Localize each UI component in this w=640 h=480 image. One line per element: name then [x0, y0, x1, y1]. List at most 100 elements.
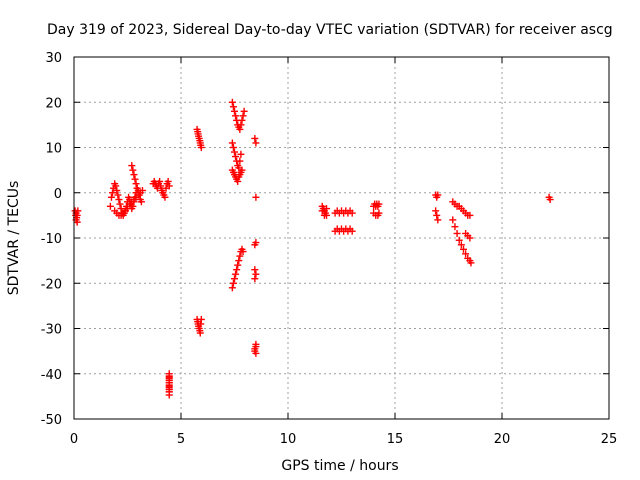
data-point	[252, 239, 260, 247]
data-point	[451, 223, 459, 231]
grid	[74, 57, 609, 419]
data-point	[231, 107, 238, 115]
data-point	[236, 125, 244, 133]
y-tick-label: -10	[41, 232, 62, 247]
data-point	[457, 241, 465, 249]
data-point	[229, 144, 237, 151]
data-point	[229, 279, 237, 287]
data-point	[117, 205, 125, 213]
data-point	[133, 184, 141, 192]
data-points	[71, 98, 554, 399]
data-point	[197, 144, 205, 151]
data-point	[74, 207, 82, 215]
y-tick-label: -20	[41, 277, 62, 292]
data-point	[459, 245, 467, 253]
data-point	[114, 191, 122, 199]
data-point	[375, 200, 383, 208]
data-point	[130, 171, 138, 179]
data-point	[236, 157, 244, 165]
data-point	[197, 315, 205, 323]
data-point	[234, 177, 242, 185]
data-point	[432, 207, 440, 215]
y-tick-label: 20	[45, 96, 62, 111]
data-point	[251, 134, 259, 142]
chart-title: Day 319 of 2023, Sidereal Day-to-day VTE…	[47, 22, 613, 38]
y-tick-label: 30	[45, 51, 62, 66]
data-point	[467, 259, 475, 267]
data-point	[113, 186, 121, 194]
data-point	[138, 186, 146, 194]
data-point	[239, 112, 247, 120]
x-tick-label: 20	[494, 432, 511, 447]
data-point	[453, 229, 461, 237]
data-point	[234, 261, 242, 269]
data-point	[165, 182, 173, 190]
axis-ticks: 0 5 10 15 20 25 30 20 10 0 -10 -20 -30 -40 -50	[41, 51, 618, 447]
data-point	[131, 175, 139, 183]
data-point	[235, 257, 243, 265]
y-tick-label: -30	[41, 323, 62, 338]
data-point	[433, 211, 441, 219]
data-point	[156, 177, 164, 185]
data-point	[251, 275, 259, 283]
plot-frame	[73, 56, 610, 420]
y-tick-label: -50	[41, 413, 62, 428]
data-point	[237, 150, 245, 158]
data-point	[462, 250, 470, 258]
data-point	[115, 196, 123, 204]
data-point	[164, 177, 172, 185]
data-point	[434, 216, 442, 224]
data-point	[240, 107, 248, 115]
data-point	[137, 198, 145, 206]
data-point	[116, 200, 124, 208]
data-point	[238, 166, 246, 174]
y-tick-label: -40	[41, 368, 62, 383]
data-point	[238, 116, 246, 124]
data-point	[196, 329, 204, 337]
data-point	[129, 166, 137, 174]
data-point	[252, 193, 260, 201]
data-point	[232, 270, 240, 278]
data-point	[233, 266, 241, 274]
data-point	[375, 209, 383, 217]
data-point	[237, 121, 245, 129]
data-point	[161, 193, 169, 201]
data-point	[228, 284, 236, 292]
x-tick-label: 5	[177, 432, 185, 447]
data-point	[252, 349, 260, 357]
data-point	[228, 139, 236, 147]
data-point	[239, 248, 247, 256]
data-point	[231, 148, 238, 156]
data-point	[106, 202, 114, 210]
y-tick-label: 10	[45, 142, 62, 157]
x-axis-label: GPS time / hours	[281, 458, 398, 474]
data-point	[73, 218, 81, 226]
y-tick-label: 0	[54, 187, 62, 202]
y-axis-label: SDTVAR / TECUs	[6, 181, 22, 296]
data-point	[455, 236, 463, 244]
data-point	[466, 211, 474, 219]
x-tick-label: 15	[387, 432, 404, 447]
data-point	[157, 182, 165, 190]
data-point	[251, 345, 259, 353]
data-point	[128, 162, 136, 170]
x-tick-label: 0	[70, 432, 78, 447]
data-point	[434, 191, 442, 199]
data-point	[348, 209, 356, 217]
data-point	[229, 103, 237, 111]
data-point	[109, 189, 117, 197]
x-tick-label: 10	[280, 432, 297, 447]
data-point	[112, 182, 120, 190]
data-point	[252, 270, 260, 278]
data-point	[236, 252, 244, 260]
data-point	[252, 340, 260, 348]
data-point	[231, 275, 238, 283]
data-point	[348, 227, 356, 235]
data-point	[251, 266, 259, 274]
data-point	[232, 153, 240, 161]
data-point	[132, 180, 140, 188]
data-point	[449, 216, 457, 224]
x-tick-label: 25	[601, 432, 618, 447]
data-point	[134, 189, 142, 197]
